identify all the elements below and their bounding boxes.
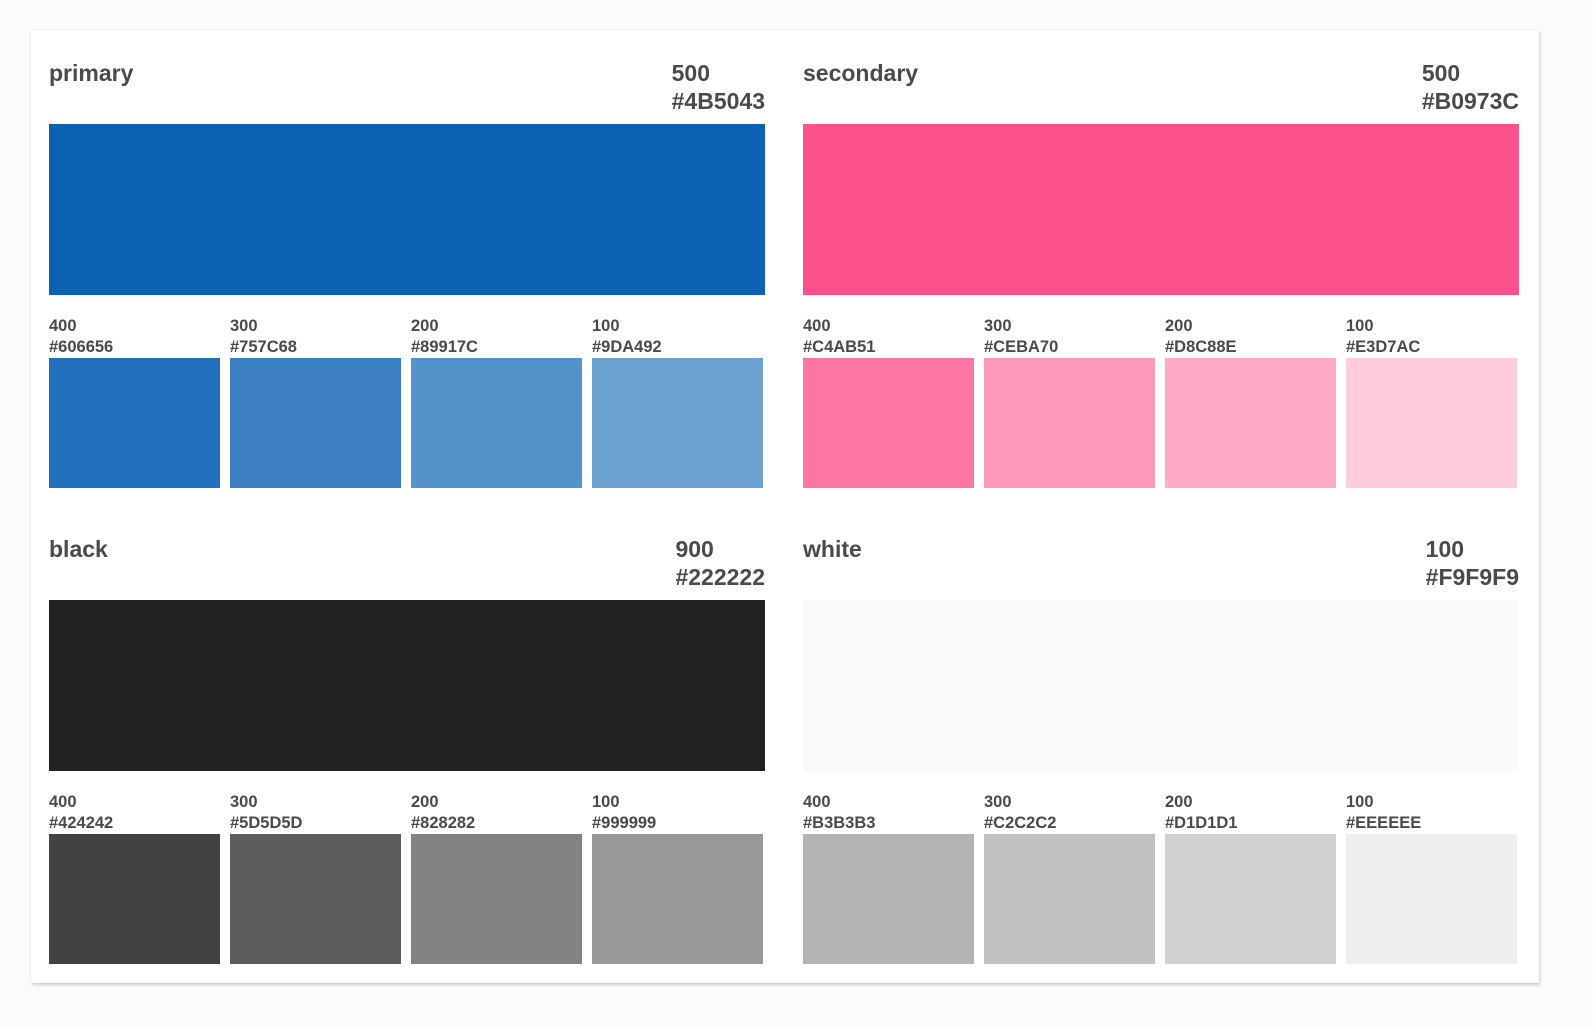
shade-hex: #EEEEEE [1346,814,1422,832]
shade-swatch[interactable] [803,358,974,488]
main-hex: #4B5043 [671,88,765,114]
shade-weight: 200 [411,317,439,335]
shade-swatch[interactable] [984,834,1155,964]
palette-name: white [803,536,862,562]
main-hex: #222222 [675,564,765,590]
shade-hex: #C2C2C2 [984,814,1057,832]
shade-item: 100 #EEEEEE [1346,792,1517,964]
shade-hex: #828282 [411,814,476,832]
palette-name: secondary [803,60,919,86]
shade-hex: #999999 [592,814,657,832]
shade-swatch[interactable] [49,834,220,964]
shade-swatch[interactable] [49,358,220,488]
shade-swatch[interactable] [411,358,582,488]
shade-row: 400 #C4AB51 300 #CEBA70 200 #D8C88E 100 … [803,316,1519,488]
shade-swatch[interactable] [230,358,401,488]
shade-swatch[interactable] [1165,834,1336,964]
shade-hex: #424242 [49,814,114,832]
main-swatch[interactable] [803,124,1519,295]
shade-weight: 200 [411,793,439,811]
shade-hex: #757C68 [230,338,297,356]
main-swatch[interactable] [49,124,765,295]
shade-item: 200 #89917C [411,316,582,488]
palette-secondary: secondary 500 #B0973C 400 #C4AB51 300 #C… [803,59,1519,488]
shade-hex: #C4AB51 [803,338,876,356]
shade-weight: 300 [984,317,1012,335]
palette-card: primary 500 #4B5043 400 #606656 300 #757… [31,30,1539,983]
shade-weight: 200 [1165,793,1193,811]
shade-item: 200 #828282 [411,792,582,964]
shade-hex: #E3D7AC [1346,338,1421,356]
shade-weight: 100 [592,793,620,811]
shade-weight: 400 [49,793,77,811]
main-color-info: 500 #4B5043 [672,59,765,115]
shade-hex: #606656 [49,338,114,356]
palette-header: primary 500 #4B5043 [49,59,765,124]
main-color-info: 900 #222222 [675,535,765,591]
main-weight: 100 [1425,536,1465,562]
shade-item: 300 #CEBA70 [984,316,1155,488]
shade-weight: 300 [230,317,258,335]
main-swatch[interactable] [803,600,1519,771]
palette-name: black [49,536,108,562]
shade-swatch[interactable] [411,834,582,964]
palette-header: secondary 500 #B0973C [803,59,1519,124]
shade-hex: #5D5D5D [230,814,303,832]
shade-weight: 300 [984,793,1012,811]
shade-item: 200 #D1D1D1 [1165,792,1336,964]
shade-row: 400 #606656 300 #757C68 200 #89917C 100 … [49,316,765,488]
shade-hex: #D1D1D1 [1165,814,1238,832]
shade-hex: #89917C [411,338,478,356]
shade-hex: #CEBA70 [984,338,1059,356]
shade-swatch[interactable] [592,834,763,964]
main-color-info: 500 #B0973C [1422,59,1519,115]
shade-row: 400 #424242 300 #5D5D5D 200 #828282 100 … [49,792,765,964]
shade-item: 300 #757C68 [230,316,401,488]
shade-swatch[interactable] [803,834,974,964]
main-hex: #B0973C [1421,88,1519,114]
shade-swatch[interactable] [1346,834,1517,964]
palette-name: primary [49,60,134,86]
shade-weight: 400 [49,317,77,335]
palette-header: white 100 #F9F9F9 [803,535,1519,600]
shade-item: 400 #B3B3B3 [803,792,974,964]
shade-hex: #D8C88E [1165,338,1237,356]
main-weight: 500 [1421,60,1461,86]
shade-swatch[interactable] [230,834,401,964]
shade-item: 400 #606656 [49,316,220,488]
shade-weight: 100 [1346,793,1374,811]
shade-item: 300 #5D5D5D [230,792,401,964]
shade-hex: #B3B3B3 [803,814,876,832]
main-hex: #F9F9F9 [1425,564,1519,590]
shade-swatch[interactable] [592,358,763,488]
shade-weight: 300 [230,793,258,811]
shade-weight: 400 [803,317,831,335]
main-color-info: 100 #F9F9F9 [1426,535,1519,591]
shade-weight: 200 [1165,317,1193,335]
shade-item: 400 #C4AB51 [803,316,974,488]
shade-item: 100 #E3D7AC [1346,316,1517,488]
shade-item: 300 #C2C2C2 [984,792,1155,964]
shade-item: 200 #D8C88E [1165,316,1336,488]
main-weight: 500 [671,60,711,86]
shade-swatch[interactable] [984,358,1155,488]
palette-primary: primary 500 #4B5043 400 #606656 300 #757… [49,59,765,488]
shade-swatch[interactable] [1165,358,1336,488]
shade-row: 400 #B3B3B3 300 #C2C2C2 200 #D1D1D1 100 … [803,792,1519,964]
palette-black: black 900 #222222 400 #424242 300 #5D5D5… [49,535,765,964]
shade-hex: #9DA492 [592,338,662,356]
shade-item: 100 #9DA492 [592,316,763,488]
main-swatch[interactable] [49,600,765,771]
shade-weight: 400 [803,793,831,811]
shade-item: 100 #999999 [592,792,763,964]
main-weight: 900 [675,536,714,562]
shade-item: 400 #424242 [49,792,220,964]
palette-white: white 100 #F9F9F9 400 #B3B3B3 300 #C2C2C… [803,535,1519,964]
shade-weight: 100 [1346,317,1374,335]
shade-swatch[interactable] [1346,358,1517,488]
palette-header: black 900 #222222 [49,535,765,600]
shade-weight: 100 [592,317,620,335]
